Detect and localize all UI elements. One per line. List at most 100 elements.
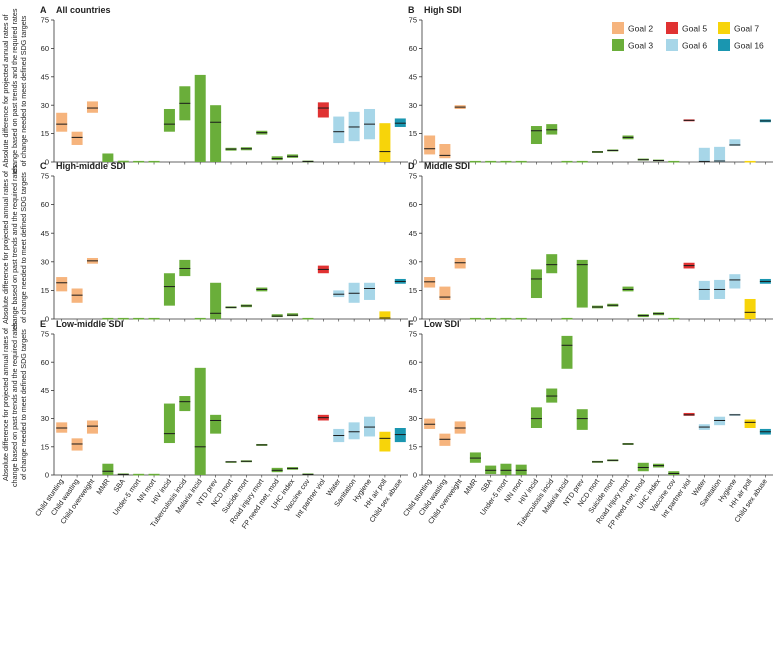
y-tick-label: 30 (409, 257, 417, 266)
bar-hh-air-poll (379, 311, 391, 319)
bar-under-5-mort (133, 317, 145, 320)
legend-swatch-goal3 (612, 39, 624, 51)
y-axis-label-line: Absolute difference for projected annual… (1, 328, 10, 481)
bar-under-5-mort (133, 473, 145, 476)
legend: Goal 2 Goal 5 Goal 7 Goal 3 Goal 6 Goal 16 (612, 22, 764, 51)
y-tick-label: 45 (41, 229, 49, 238)
y-tick-label: 15 (41, 129, 49, 138)
y-tick-label: 30 (409, 414, 417, 423)
panel-letter: E (40, 319, 46, 329)
y-tick-label: 0 (413, 158, 417, 167)
y-tick-label: 15 (41, 442, 49, 451)
bar-vaccine-cov (302, 317, 314, 320)
bar-malaria-incid (194, 317, 206, 320)
y-tick-label: 0 (45, 471, 49, 480)
panel-F: F Low SDI 0 15 30 45 60 75 (408, 319, 773, 480)
panel-title: Low-middle SDI (56, 319, 124, 329)
bar-hh-air-poll (379, 123, 391, 162)
bar-nn-mort (148, 160, 160, 163)
bar-water (333, 116, 345, 144)
bar-hiv-incid (163, 273, 175, 306)
bar-hiv-incid (530, 269, 542, 299)
bar-water (698, 147, 710, 162)
bar-malaria-incid (561, 335, 573, 369)
panel-title: High SDI (424, 5, 462, 15)
bar-hygiene (364, 282, 376, 300)
bar-hygiene (729, 139, 741, 146)
y-axis-label-line: of change needed to meet defined SDG tar… (19, 172, 28, 323)
legend-swatch-goal2 (612, 22, 624, 34)
bar-mmr (102, 463, 114, 475)
panel-title: Middle SDI (424, 161, 470, 171)
bar-nn-mort (148, 473, 160, 476)
y-tick-label: 60 (409, 44, 417, 53)
y-tick-label: 15 (409, 286, 417, 295)
bar-under-5-mort (500, 463, 512, 475)
y-axis-label-line: change based on past trends and the requ… (10, 322, 19, 487)
y-tick-label: 45 (409, 72, 417, 81)
y-tick-label: 15 (41, 286, 49, 295)
y-tick-label: 0 (45, 315, 49, 324)
bar-sba (117, 317, 129, 320)
legend-swatch-goal7 (718, 22, 730, 34)
y-tick-label: 60 (41, 44, 49, 53)
y-tick-label: 75 (41, 16, 49, 25)
panel-C: C High-middle SDI 0 15 30 45 60 75 Absolute diff… (1, 161, 408, 330)
y-tick-label: 0 (45, 158, 49, 167)
bar-hiv-incid (163, 403, 175, 444)
bar-ntd-prev (576, 160, 588, 163)
y-tick-label: 45 (41, 72, 49, 81)
bar-child-stunting (424, 135, 436, 155)
bar-vaccine-cov (668, 317, 680, 320)
bar-hh-air-poll (744, 160, 756, 163)
legend-label-goal16: Goal 16 (734, 41, 764, 51)
category-label: MMR (94, 477, 111, 496)
bar-mmr (102, 317, 114, 320)
bar-malaria-incid (561, 160, 573, 163)
bar-sanitation (714, 146, 726, 162)
y-tick-label: 75 (409, 172, 417, 181)
bar-sba (485, 160, 497, 163)
y-tick-label: 60 (409, 200, 417, 209)
y-tick-label: 30 (41, 101, 49, 110)
bar-malaria-incid (561, 317, 573, 320)
bar-hiv-incid (530, 126, 542, 145)
panel-title: High-middle SDI (56, 161, 126, 171)
y-tick-label: 60 (409, 358, 417, 367)
legend-label-goal6: Goal 6 (682, 41, 707, 51)
bar-malaria-incid (194, 367, 206, 475)
bar-nn-mort (515, 317, 527, 320)
bar-child-wasting (71, 131, 83, 145)
bar-child-overweight (86, 420, 98, 434)
bar-sba (117, 160, 129, 163)
y-tick-label: 45 (41, 386, 49, 395)
bar-child-stunting (56, 277, 68, 292)
y-axis-label-line: change based on past trends and the requ… (10, 8, 19, 173)
bar-child-overweight (86, 101, 98, 113)
legend-swatch-goal5 (666, 22, 678, 34)
y-axis-label-line: of change needed to meet defined SDG tar… (19, 329, 28, 480)
legend-label-goal3: Goal 3 (628, 41, 653, 51)
y-tick-label: 75 (409, 16, 417, 25)
legend-label-goal7: Goal 7 (734, 24, 759, 34)
y-tick-label: 15 (409, 129, 417, 138)
y-axis-label-line: of change needed to meet defined SDG tar… (19, 15, 28, 166)
bar-nn-mort (148, 317, 160, 320)
bar-under-5-mort (500, 317, 512, 320)
bar-ntd-prev (210, 105, 222, 162)
bar-child-wasting (439, 144, 451, 159)
panel-title: All countries (56, 5, 111, 15)
bar-malaria-incid (194, 74, 206, 162)
bar-hh-air-poll (379, 431, 391, 452)
panel-letter: B (408, 5, 415, 15)
bar-sba (485, 317, 497, 320)
y-tick-label: 15 (409, 442, 417, 451)
bar-mmr (469, 160, 481, 163)
bar-vaccine-cov (668, 160, 680, 163)
panel-letter: D (408, 161, 415, 171)
legend-swatch-goal6 (666, 39, 678, 51)
bar-ntd-prev (210, 282, 222, 319)
bar-hh-air-poll (744, 419, 756, 428)
y-axis-label-line: Absolute difference for projected annual… (1, 171, 10, 324)
